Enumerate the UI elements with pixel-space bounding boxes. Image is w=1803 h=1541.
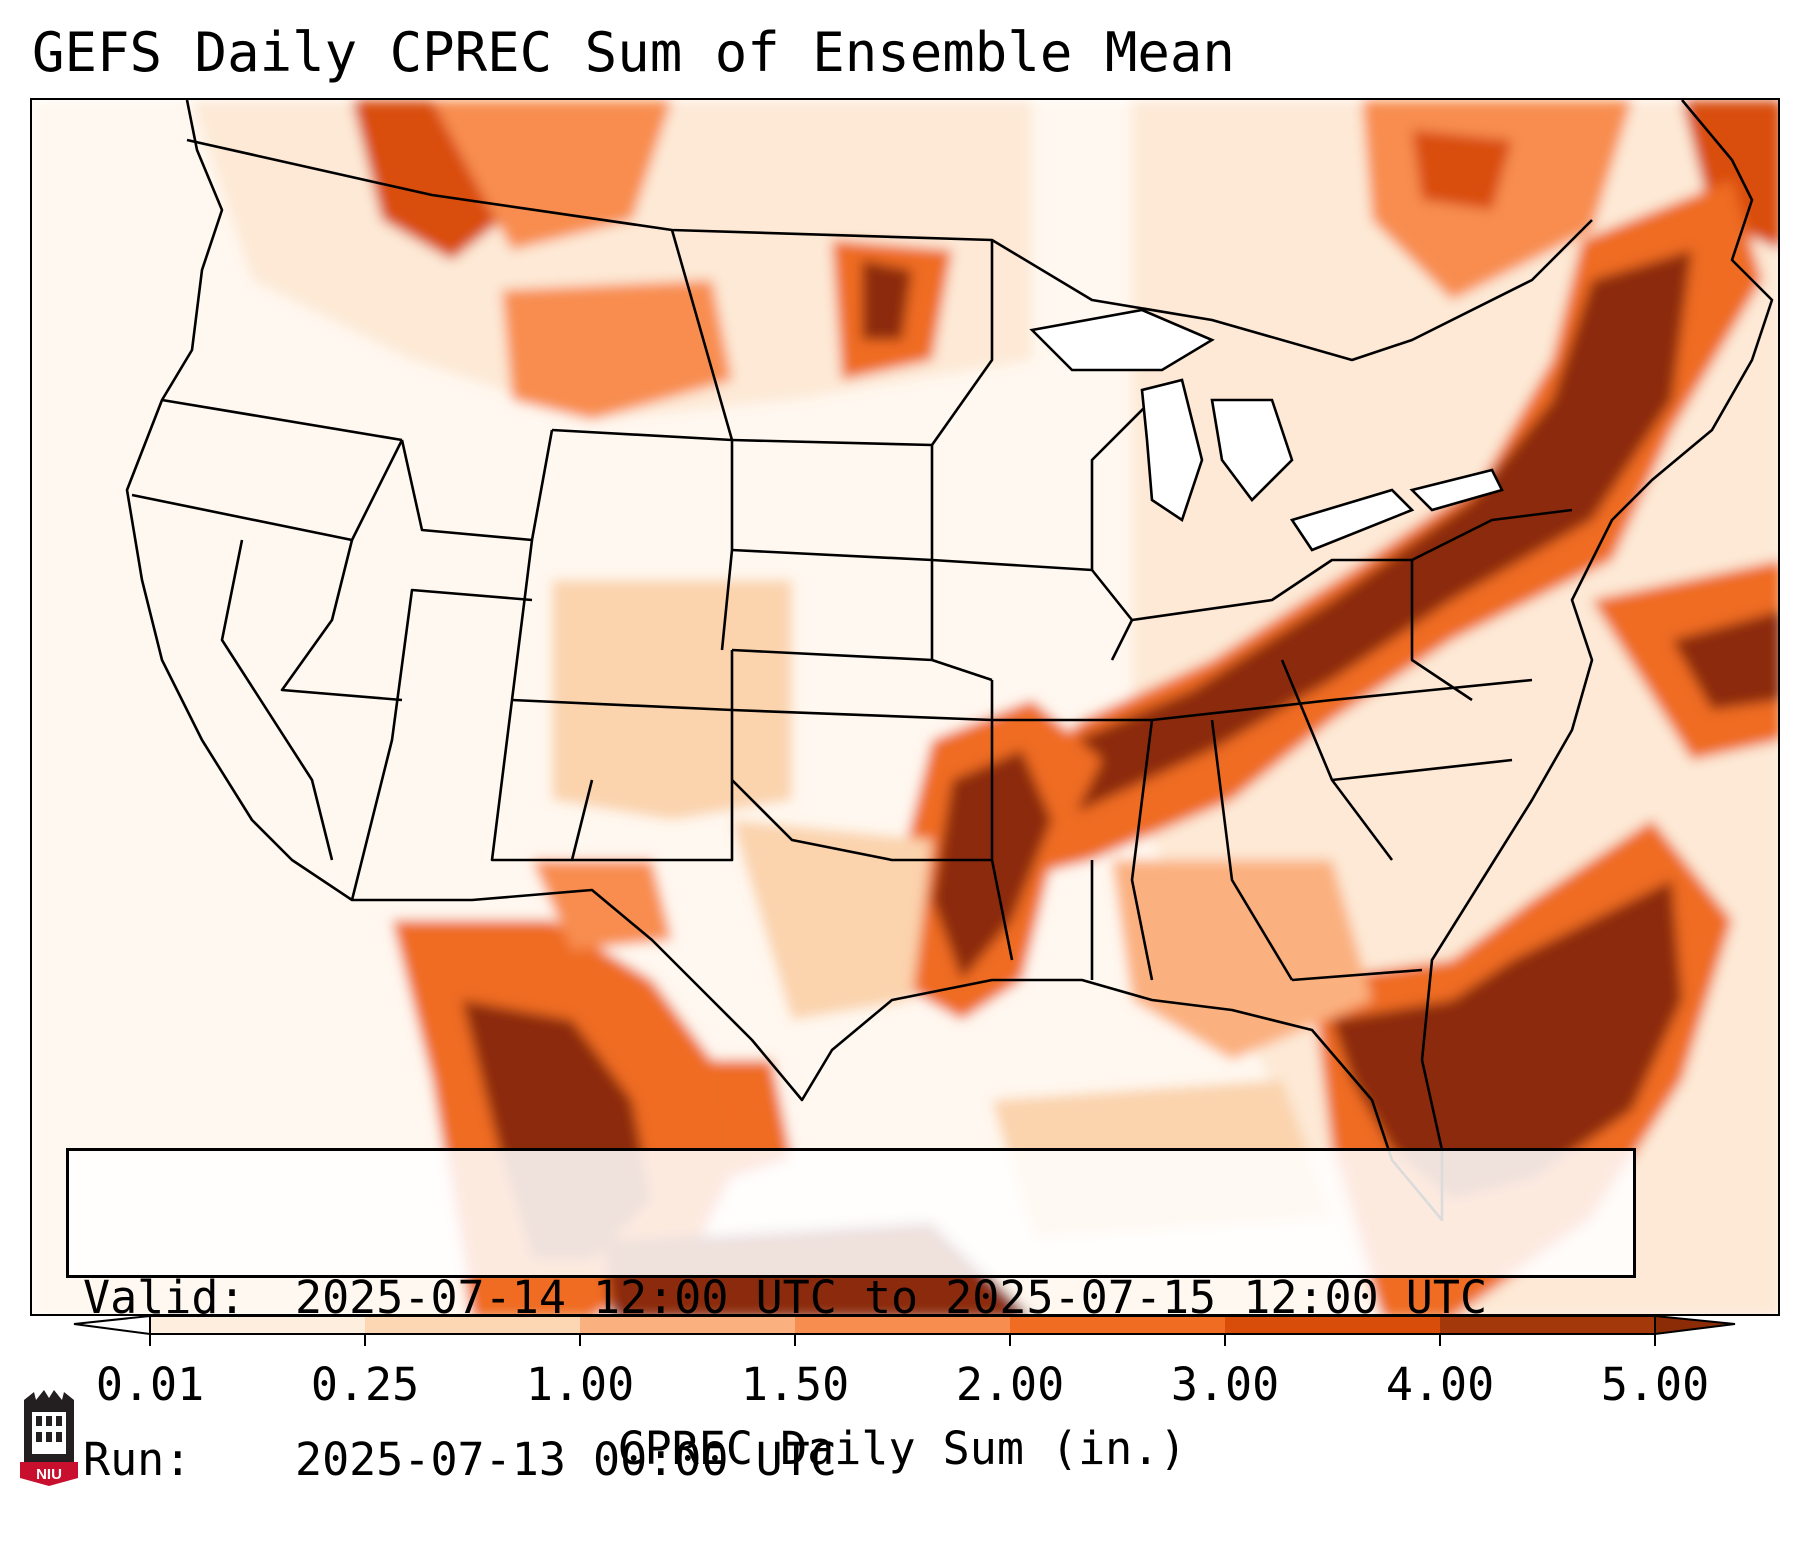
state-borders: [125, 100, 1774, 1222]
colorbar-tick-label: 0.01: [95, 1358, 205, 1411]
map-panel[interactable]: [30, 98, 1780, 1316]
colorbar-ticks: [149, 1334, 1656, 1346]
colorbar-segment-1: [365, 1316, 580, 1334]
run-label: Run:: [83, 1433, 192, 1486]
page-title: GEFS Daily CPREC Sum of Ensemble Mean: [32, 21, 1235, 84]
colorbar-extend-low: [73, 1314, 151, 1336]
colorbar-tick-label: 1.00: [525, 1358, 635, 1411]
colorbar-tick-label: 3.00: [1170, 1358, 1280, 1411]
colorbar-segment-5: [1225, 1316, 1440, 1334]
logo-text: NIU: [36, 1466, 62, 1483]
colorbar-title: CPREC Daily Sum (in.): [617, 1422, 1187, 1475]
colorbar-tick-label: 0.25: [310, 1358, 420, 1411]
run-value: 2025-07-13 00:00 UTC: [295, 1433, 837, 1486]
university-tower-icon: NIU: [20, 1390, 78, 1486]
colorbar-tick-label: 2.00: [955, 1358, 1065, 1411]
valid-info-box: Valid: 2025-07-14 12:00 UTC to 2025-07-15…: [66, 1148, 1636, 1486]
colorbar-segment-2: [580, 1316, 795, 1334]
colorbar-tick-label: 4.00: [1385, 1358, 1495, 1411]
colorbar-tick-label: 1.50: [740, 1358, 850, 1411]
colorbar-segment-4: [1010, 1316, 1225, 1334]
colorbar-segment-0: [150, 1316, 365, 1334]
precipitation-map[interactable]: [32, 100, 1780, 1316]
great-lakes: [1029, 308, 1504, 552]
colorbar-tick-label: 5.00: [1600, 1358, 1710, 1411]
colorbar-segment-3: [795, 1316, 1010, 1334]
precip-shading: [32, 100, 1778, 1314]
colorbar-extend-high: [1654, 1314, 1736, 1336]
colorbar-segment-6: [1440, 1316, 1655, 1334]
colorbar: [73, 1314, 1736, 1346]
